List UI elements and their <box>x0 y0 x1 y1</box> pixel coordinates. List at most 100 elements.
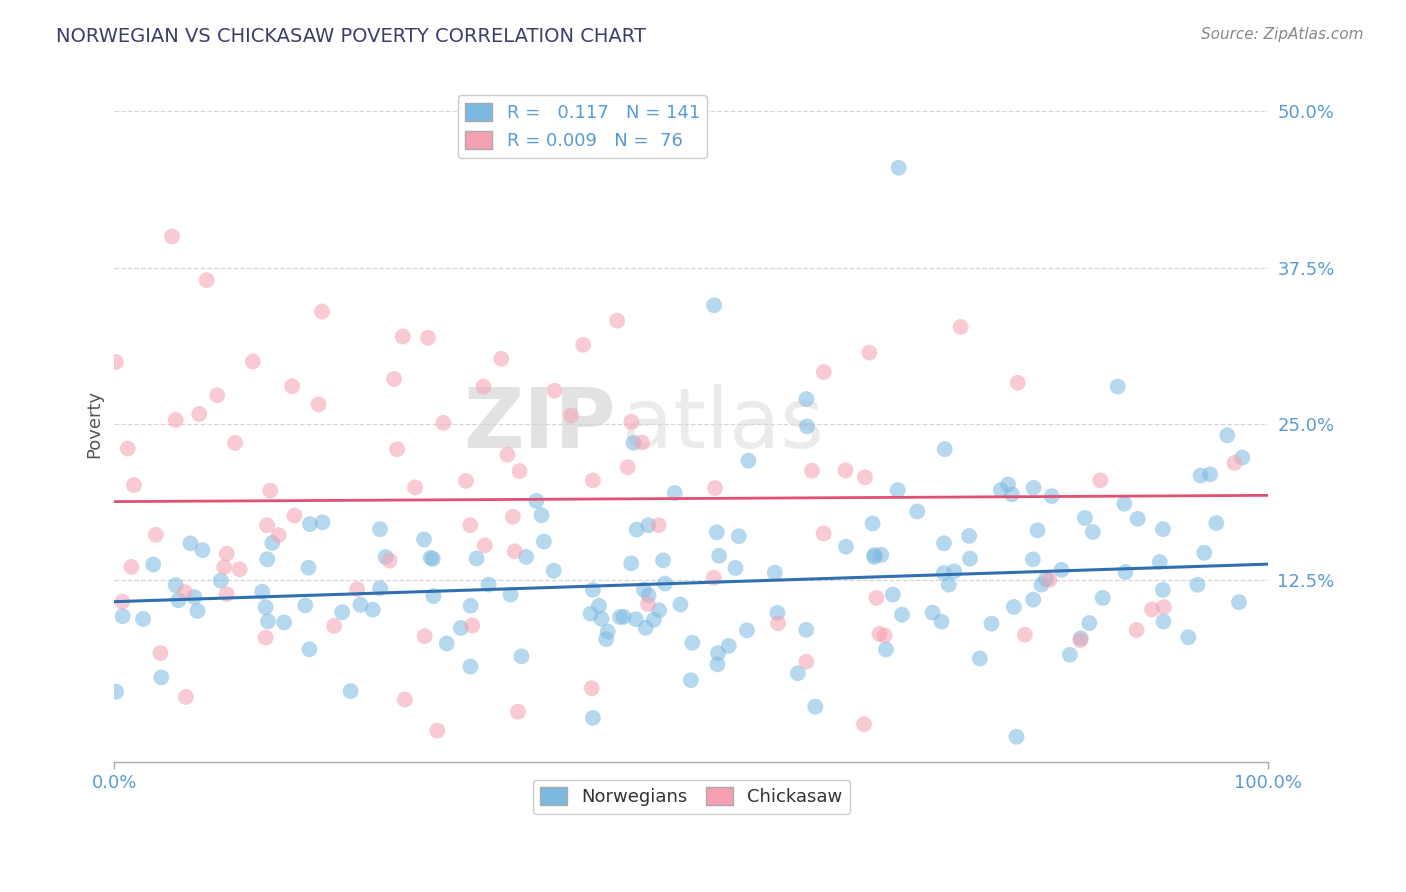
Point <box>633 582 655 597</box>
Point <box>502 509 524 524</box>
Point <box>207 388 229 402</box>
Point <box>813 365 835 379</box>
Point <box>179 536 201 550</box>
Point <box>1074 511 1097 525</box>
Point <box>882 588 904 602</box>
Point <box>339 684 361 698</box>
Point <box>931 615 953 629</box>
Point <box>980 616 1002 631</box>
Point <box>863 548 886 562</box>
Point <box>932 566 955 580</box>
Point <box>1014 628 1036 642</box>
Point <box>436 636 458 650</box>
Point <box>530 508 553 523</box>
Point <box>717 639 740 653</box>
Point <box>361 602 384 616</box>
Point <box>499 588 522 602</box>
Point <box>868 627 890 641</box>
Point <box>212 560 235 574</box>
Point <box>297 560 319 574</box>
Point <box>707 646 730 660</box>
Point <box>543 564 565 578</box>
Point <box>648 603 671 617</box>
Point <box>1114 565 1136 579</box>
Text: Source: ZipAtlas.com: Source: ZipAtlas.com <box>1201 27 1364 42</box>
Point <box>224 436 246 450</box>
Point <box>634 621 657 635</box>
Point <box>460 599 482 613</box>
Point <box>117 442 139 456</box>
Point <box>111 609 134 624</box>
Point <box>1022 592 1045 607</box>
Point <box>515 549 537 564</box>
Point <box>631 435 654 450</box>
Point <box>460 659 482 673</box>
Point <box>1189 468 1212 483</box>
Point <box>1140 602 1163 616</box>
Point <box>853 470 876 484</box>
Point <box>160 229 183 244</box>
Point <box>637 597 659 611</box>
Point <box>215 547 238 561</box>
Point <box>509 464 531 478</box>
Point <box>294 599 316 613</box>
Point <box>422 552 444 566</box>
Point <box>796 655 818 669</box>
Point <box>174 585 197 599</box>
Text: NORWEGIAN VS CHICKASAW POVERTY CORRELATION CHART: NORWEGIAN VS CHICKASAW POVERTY CORRELATI… <box>56 27 647 45</box>
Point <box>191 543 214 558</box>
Point <box>165 578 187 592</box>
Point <box>465 551 488 566</box>
Point <box>1126 512 1149 526</box>
Point <box>105 684 128 698</box>
Point <box>1038 573 1060 587</box>
Point <box>763 566 786 580</box>
Point <box>1001 487 1024 501</box>
Point <box>703 571 725 585</box>
Point <box>1107 379 1129 393</box>
Point <box>579 607 602 621</box>
Point <box>572 338 595 352</box>
Point <box>932 536 955 550</box>
Point <box>394 692 416 706</box>
Point <box>652 553 675 567</box>
Point <box>450 621 472 635</box>
Point <box>794 623 817 637</box>
Point <box>374 549 396 564</box>
Point <box>870 548 893 562</box>
Point <box>1177 630 1199 644</box>
Point <box>477 577 499 591</box>
Point <box>413 629 436 643</box>
Point <box>766 616 789 631</box>
Y-axis label: Poverty: Poverty <box>86 390 103 458</box>
Point <box>786 666 808 681</box>
Point <box>921 606 943 620</box>
Point <box>1216 428 1239 442</box>
Point <box>796 392 818 406</box>
Point <box>165 413 187 427</box>
Point <box>1205 516 1227 530</box>
Legend: Norwegians, Chickasaw: Norwegians, Chickasaw <box>533 780 849 814</box>
Point <box>111 595 134 609</box>
Point <box>346 582 368 597</box>
Point <box>582 711 605 725</box>
Point <box>533 534 555 549</box>
Point <box>1040 489 1063 503</box>
Point <box>949 320 972 334</box>
Point <box>704 481 727 495</box>
Point <box>582 474 605 488</box>
Point <box>1002 599 1025 614</box>
Point <box>934 442 956 456</box>
Point <box>582 582 605 597</box>
Point <box>727 529 749 543</box>
Point <box>145 527 167 541</box>
Point <box>104 355 127 369</box>
Point <box>959 551 981 566</box>
Point <box>560 409 582 423</box>
Point <box>311 516 333 530</box>
Point <box>969 651 991 665</box>
Point <box>1069 633 1091 648</box>
Point <box>1026 524 1049 538</box>
Point <box>1152 522 1174 536</box>
Point <box>624 612 647 626</box>
